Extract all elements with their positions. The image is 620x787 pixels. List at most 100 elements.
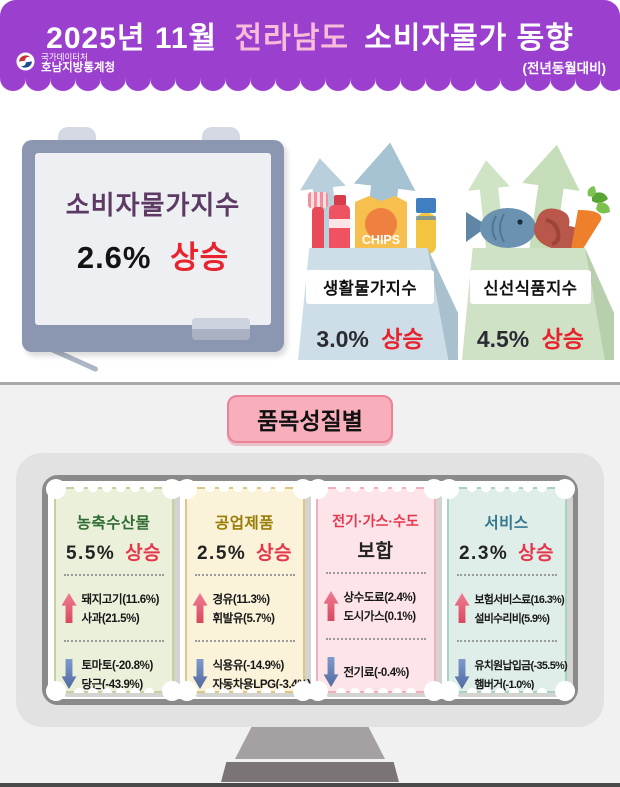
living-index-value: 3.0% 상승 [306, 320, 434, 354]
up-item: 설비수리비(5.9%) [474, 612, 550, 625]
board-screen: 소비자물가지수 2.6% 상승 [35, 153, 271, 325]
fresh-food-index-rate: 4.5% [476, 326, 530, 352]
living-index-bag-body: 생활물가지수 3.0% 상승 [298, 248, 458, 360]
down-item: 식용유(-14.9%) [212, 659, 285, 672]
fresh-food-index-bag: 신선식품지수 4.5% 상승 [462, 142, 614, 360]
sock-icon [416, 198, 436, 254]
category-rate-line: 보합 [318, 536, 434, 563]
up-item: 경유(11.3%) [212, 593, 271, 606]
government-emblem-icon [16, 52, 35, 76]
header-scallop-border [0, 78, 620, 92]
up-item: 도시가스(0.1%) [343, 610, 417, 623]
ticket-notch-strip [202, 684, 287, 693]
board-eraser [192, 318, 250, 340]
down-arrow-icon [323, 657, 339, 687]
category-direction: 상승 [518, 543, 555, 564]
agency-name: 국가데이터처 호남지방통계청 [41, 52, 116, 76]
ticket-corner-notch [176, 479, 197, 499]
ticket-corner-notch [161, 681, 182, 701]
up-items-group: 경유(11.3%) 휘발유(5.7%) [187, 585, 303, 631]
fish-icon [466, 208, 536, 248]
ticket-corner-notch [292, 681, 313, 701]
down-items-group: 전기료(-0.4%) [318, 649, 434, 695]
ticket-corner-notch [292, 479, 313, 499]
category-rate: 2.3% [458, 543, 509, 564]
cpi-whiteboard: 소비자물가지수 2.6% 상승 [22, 127, 284, 373]
category-name: 서비스 [484, 515, 529, 532]
up-items-group: 돼지고기(11.6%) 사과(21.5%) [56, 585, 172, 631]
category-name: 농축수산물 [76, 515, 151, 532]
comparison-basis-note: (전년동월대비) [522, 61, 606, 76]
ticket-notch-strip [71, 487, 156, 496]
daily-goods-illustration: CHIPS [308, 192, 436, 254]
living-index-direction: 상승 [381, 326, 424, 352]
page-bottom-border [0, 783, 620, 787]
bag-front-panel [462, 248, 605, 360]
ticket-corner-notch [554, 479, 575, 499]
category-direction: 상승 [125, 543, 162, 564]
up-arrow-icon [61, 593, 77, 623]
dashed-divider [63, 574, 164, 576]
ticket-corner-notch [161, 479, 182, 499]
ticket-corner-notch [423, 681, 444, 701]
category-card-services: 서비스 2.3% 상승 보험서비스료(16.3%) 설비수리비(5.9%) [438, 479, 575, 701]
ticket-corner-notch [307, 479, 328, 499]
dashed-divider [194, 574, 295, 576]
agency-office-label: 호남지방통계청 [41, 62, 116, 75]
up-item: 사과(21.5%) [81, 612, 140, 625]
up-arrow-icon [323, 591, 339, 621]
monitor-stand-neck [235, 727, 385, 759]
fresh-food-bag-body: 신선식품지수 4.5% 상승 [462, 248, 614, 360]
monitor-stand-base [221, 762, 399, 782]
dashed-divider [456, 574, 557, 576]
up-item: 보험서비스료(16.3%) [474, 593, 565, 606]
fresh-food-index-value: 4.5% 상승 [470, 320, 592, 354]
fresh-food-index-label: 신선식품지수 [469, 270, 592, 304]
ticket-corner-notch [45, 681, 66, 701]
fresh-food-illustration [466, 186, 610, 254]
dashed-divider [456, 640, 557, 642]
page-title: 2025년 11월 전라남도 소비자물가 동향 [0, 13, 620, 57]
ticket-notch-strip [333, 487, 418, 496]
category-direction: 보합 [357, 541, 394, 562]
category-card-agriculture: 농축수산물 5.5% 상승 돼지고기(11.6%) 사과(21.5%) [45, 479, 182, 701]
cpi-value: 2.6% 상승 [35, 232, 271, 277]
cpi-rate: 2.6% [76, 240, 152, 275]
up-item: 휘발유(5.7%) [212, 612, 275, 625]
ticket-notch-strip [202, 487, 287, 496]
up-item: 돼지고기(11.6%) [81, 593, 160, 606]
down-items-group: 토마토(-20.8%) 당근(-43.9%) [56, 651, 172, 697]
category-rate-line: 5.5% 상승 [56, 538, 172, 565]
ticket-notch-strip [71, 684, 156, 693]
category-rate: 2.5% [196, 543, 247, 564]
category-card-industrial: 공업제품 2.5% 상승 경유(11.3%) 휘발유(5.7%) [176, 479, 313, 701]
dashed-divider [194, 640, 295, 642]
category-name: 전기·가스·수도 [332, 513, 419, 529]
section-badge: 품목성질별 [227, 395, 393, 443]
cpi-label: 소비자물가지수 [65, 190, 241, 220]
ticket-corner-notch [176, 681, 197, 701]
ticket-corner-notch [438, 681, 459, 701]
fresh-food-index-direction: 상승 [541, 326, 584, 352]
ticket-notch-strip [464, 684, 549, 693]
dashed-divider [63, 640, 164, 642]
dashed-divider [325, 638, 426, 640]
chips-bag-icon: CHIPS [355, 196, 407, 254]
toothpaste-icon [329, 195, 350, 254]
category-name: 공업제품 [214, 515, 275, 532]
up-item: 상수도료(2.4%) [343, 591, 417, 604]
living-index-label: 생활물가지수 [306, 270, 434, 304]
category-rate-line: 2.3% 상승 [449, 538, 565, 565]
title-region: 전라남도 [234, 22, 349, 55]
category-rate-line: 2.5% 상승 [187, 538, 303, 565]
category-card-utilities: 전기·가스·수도 보합 상수도료(2.4%) 도시가스(0.1%) [307, 479, 444, 701]
category-direction: 상승 [256, 543, 293, 564]
ticket-corner-notch [554, 681, 575, 701]
title-period: 2025년 11월 [46, 22, 218, 55]
header: 2025년 11월 전라남도 소비자물가 동향 국가데이터처 호남지방통계청 (… [0, 0, 620, 78]
ticket-corner-notch [45, 479, 66, 499]
bag-front-panel [298, 248, 449, 360]
ticket-notch-strip [333, 684, 418, 693]
category-section: 품목성질별 농축수산물 5.5% 상승 [0, 382, 620, 787]
